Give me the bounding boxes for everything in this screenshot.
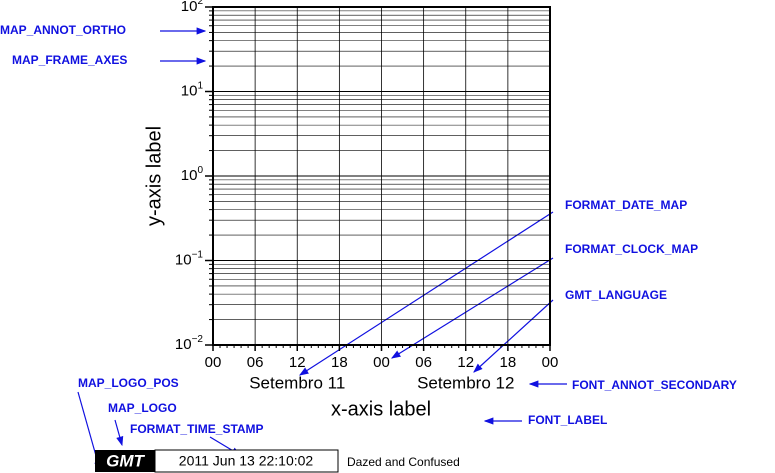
x-tick-label: 18 [331, 354, 348, 371]
y-tick-base: 10 [175, 336, 192, 353]
x-tick-label: 06 [415, 354, 432, 371]
x-tick-label: 18 [500, 354, 517, 371]
annotation: FORMAT_TIME_STAMP [130, 422, 264, 436]
x-secondary-label: Setembro 11 [249, 373, 345, 392]
y-axis-label: y-axis label [143, 126, 165, 226]
y-tick-label: 101 [181, 80, 204, 99]
timestamp-label: Dazed and Confused [347, 455, 460, 469]
y-tick-exponent: 1 [197, 80, 203, 91]
annotation: FORMAT_DATE_MAP [565, 198, 687, 212]
x-tick-label: 12 [457, 354, 474, 371]
y-tick-label: 102 [181, 0, 204, 15]
annotation: FONT_LABEL [528, 413, 607, 427]
timestamp-box [154, 449, 339, 473]
annotation: MAP_LOGO [108, 401, 177, 415]
annotation: GMT_LANGUAGE [565, 288, 667, 302]
y-tick-label: 10−1 [175, 249, 204, 268]
y-tick-exponent: −2 [192, 334, 204, 345]
y-tick-label: 100 [181, 165, 204, 184]
x-tick-label: 00 [542, 354, 559, 371]
annotation: MAP_ANNOT_ORTHO [0, 23, 126, 37]
x-tick-label: 06 [247, 354, 264, 371]
arrow [473, 299, 554, 373]
x-tick-label: 00 [373, 354, 390, 371]
x-tick-label: 00 [205, 354, 222, 371]
y-tick-base: 10 [175, 251, 192, 268]
x-secondary-label: Setembro 12 [417, 373, 514, 392]
y-tick-base: 10 [181, 82, 198, 99]
y-tick-exponent: −1 [192, 249, 204, 260]
y-tick-base: 10 [181, 167, 198, 184]
plot-frame [212, 6, 551, 346]
y-tick-base: 10 [181, 0, 198, 15]
y-tick-label: 10−2 [175, 334, 204, 353]
annotation: MAP_FRAME_AXES [12, 53, 127, 67]
arrow [390, 257, 554, 359]
y-tick-exponent: 0 [197, 165, 203, 176]
y-tick-exponent: 2 [197, 0, 203, 7]
annotation: MAP_LOGO_POS [78, 376, 179, 390]
x-axis-label: x-axis label [331, 398, 431, 420]
annotation: FORMAT_CLOCK_MAP [565, 242, 698, 256]
timestamp: 2011 Jun 13 22:10:02 [179, 453, 314, 469]
arrow [298, 211, 554, 376]
x-tick-label: 12 [289, 354, 306, 371]
logo: GMT [106, 451, 145, 470]
arrow [114, 419, 124, 447]
annotation: FONT_ANNOT_SECONDARY [572, 378, 737, 392]
logo-box [95, 450, 155, 472]
